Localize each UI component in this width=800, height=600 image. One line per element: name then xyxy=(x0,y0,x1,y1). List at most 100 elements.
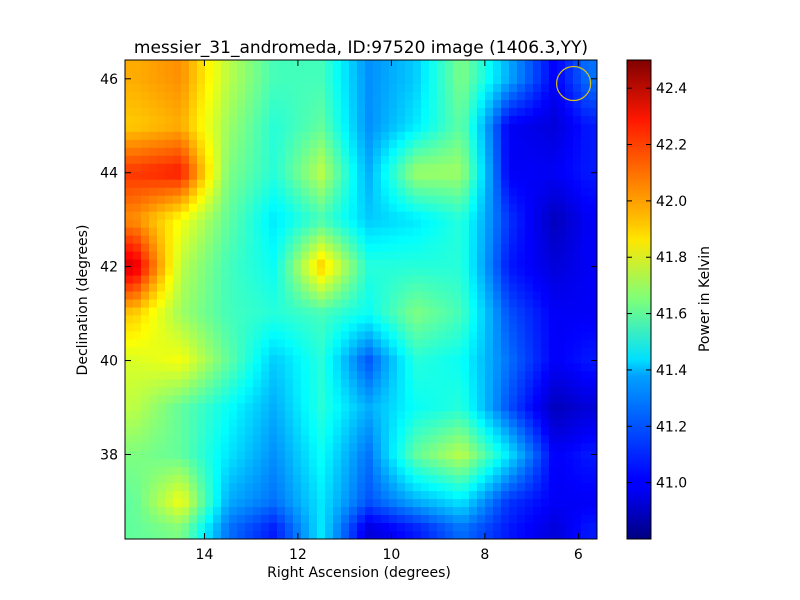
heatmap-cell xyxy=(421,331,430,341)
heatmap-cell xyxy=(301,259,310,269)
y-tick-label: 42 xyxy=(100,260,118,276)
heatmap-cell xyxy=(205,299,214,309)
heatmap-cell xyxy=(325,211,334,221)
heatmap-cell xyxy=(309,451,318,460)
heatmap-cell xyxy=(309,379,318,388)
heatmap-cell xyxy=(349,75,358,85)
heatmap-cell xyxy=(293,83,302,93)
heatmap-cell xyxy=(301,115,310,125)
heatmap-cell xyxy=(197,435,206,444)
heatmap-cell xyxy=(133,475,142,484)
heatmap-cell xyxy=(397,355,406,364)
heatmap-cell xyxy=(445,347,454,356)
heatmap-cell xyxy=(357,379,366,388)
heatmap-cell xyxy=(413,387,422,396)
heatmap-cell xyxy=(261,155,270,165)
heatmap-cell xyxy=(197,331,206,341)
heatmap-cell xyxy=(189,67,198,77)
heatmap-cell xyxy=(213,91,222,101)
heatmap-cell xyxy=(469,419,478,428)
heatmap-cell xyxy=(205,219,214,229)
heatmap-cell xyxy=(421,299,430,309)
heatmap-cell xyxy=(245,451,254,460)
heatmap-cell xyxy=(437,91,446,101)
heatmap-cell xyxy=(173,435,182,444)
heatmap-cell xyxy=(245,507,254,516)
heatmap-cell xyxy=(373,499,382,508)
heatmap-cell xyxy=(461,467,470,476)
heatmap-cell xyxy=(509,499,518,508)
heatmap-cell xyxy=(381,315,390,325)
heatmap-cell xyxy=(213,491,222,500)
heatmap-cell xyxy=(245,123,254,133)
heatmap-cell xyxy=(293,243,302,253)
heatmap-cell xyxy=(397,331,406,341)
colorbar-tick-label: 42.2 xyxy=(656,138,687,154)
heatmap-cell xyxy=(205,243,214,253)
heatmap-cell xyxy=(397,475,406,484)
heatmap-cell xyxy=(461,283,470,293)
heatmap-cell xyxy=(125,291,134,301)
heatmap-cell xyxy=(541,83,550,93)
heatmap-cell xyxy=(461,523,470,532)
heatmap-cell xyxy=(525,251,534,261)
heatmap-cell xyxy=(293,339,302,348)
heatmap-cell xyxy=(165,171,174,181)
heatmap-cell xyxy=(405,155,414,165)
heatmap-cell xyxy=(421,67,430,77)
heatmap-cell xyxy=(581,323,590,333)
heatmap-cell xyxy=(501,459,510,468)
heatmap-cell xyxy=(237,315,246,325)
heatmap-cell xyxy=(357,235,366,245)
heatmap-cell xyxy=(565,475,574,484)
heatmap-cell xyxy=(453,523,462,532)
heatmap-cell xyxy=(389,75,398,85)
heatmap-cell xyxy=(421,283,430,293)
heatmap-cell xyxy=(269,131,278,141)
heatmap-cell xyxy=(341,515,350,524)
heatmap-cell xyxy=(165,515,174,524)
heatmap-cell xyxy=(173,355,182,364)
heatmap-cell xyxy=(325,163,334,173)
heatmap-cell xyxy=(453,107,462,117)
heatmap-cell xyxy=(349,355,358,364)
heatmap-cell xyxy=(277,60,286,69)
heatmap-cell xyxy=(181,483,190,492)
heatmap-cell xyxy=(149,403,158,412)
heatmap-cell xyxy=(501,443,510,452)
heatmap-cell xyxy=(149,475,158,484)
heatmap-cell xyxy=(509,131,518,141)
heatmap-cell xyxy=(309,491,318,500)
heatmap-cell xyxy=(349,67,358,77)
heatmap-cell xyxy=(453,243,462,253)
heatmap-cell xyxy=(477,235,486,245)
heatmap-cell xyxy=(189,467,198,476)
heatmap-cell xyxy=(541,339,550,348)
heatmap-cell xyxy=(549,499,558,508)
heatmap-cell xyxy=(389,379,398,388)
heatmap-cell xyxy=(173,60,182,69)
heatmap-cell xyxy=(429,155,438,165)
heatmap-cell xyxy=(125,435,134,444)
heatmap-cell xyxy=(125,163,134,173)
heatmap-cell xyxy=(589,195,597,205)
heatmap-cell xyxy=(453,483,462,492)
heatmap-cell xyxy=(477,227,486,237)
heatmap-cell xyxy=(413,227,422,237)
heatmap-cell xyxy=(453,379,462,388)
heatmap-cell xyxy=(589,107,597,117)
heatmap-cell xyxy=(565,211,574,221)
heatmap-cell xyxy=(557,459,566,468)
heatmap-cell xyxy=(141,459,150,468)
heatmap-cell xyxy=(165,395,174,404)
heatmap-cell xyxy=(541,291,550,301)
heatmap-cell xyxy=(229,171,238,181)
heatmap-cell xyxy=(501,507,510,516)
heatmap-cell xyxy=(237,467,246,476)
heatmap-cell xyxy=(317,515,326,524)
heatmap-cell xyxy=(485,283,494,293)
heatmap-cell xyxy=(253,171,262,181)
heatmap-cell xyxy=(141,107,150,117)
heatmap-cell xyxy=(501,235,510,245)
heatmap-cell xyxy=(549,299,558,309)
